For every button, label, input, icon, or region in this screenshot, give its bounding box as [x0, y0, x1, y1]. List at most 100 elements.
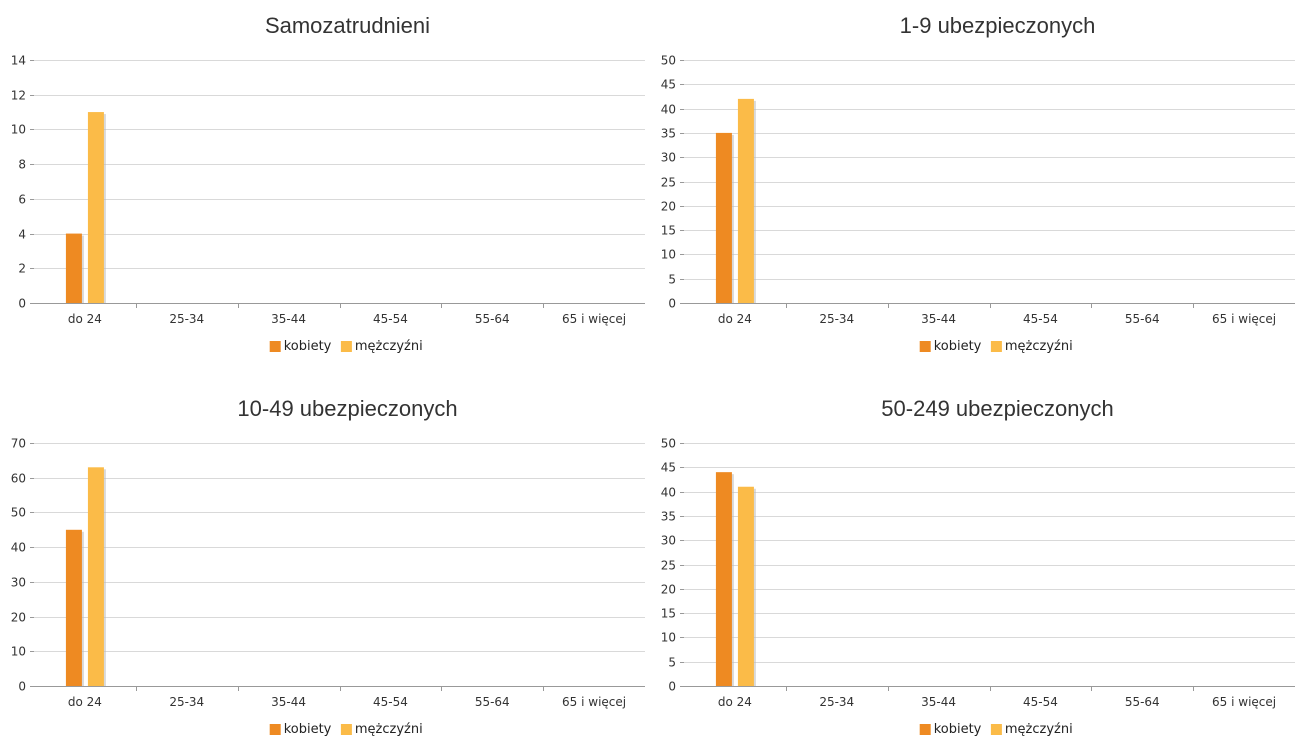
y-tick-label: 14 — [11, 54, 26, 68]
bar-mężczyźni-do-24 — [737, 98, 754, 303]
y-tick-label: 10 — [11, 645, 26, 659]
y-tick-label: 20 — [11, 611, 26, 625]
y-tick-label: 50 — [11, 506, 26, 520]
x-tick-label: 65 i więcej — [562, 312, 626, 326]
y-tick-label: 25 — [661, 559, 676, 573]
x-tick-label: 35-44 — [271, 312, 306, 326]
y-tick-label: 0 — [18, 297, 26, 311]
y-tick-label: 12 — [11, 89, 26, 103]
bar-chart-svg: 50-249 ubezpieczonych 0 5 10 15 20 25 30 35 40 45 5… — [661, 396, 1295, 737]
legend-swatch-kobiety — [919, 341, 931, 352]
y-tick-label: 40 — [661, 486, 676, 500]
x-tick-label: do 24 — [718, 695, 752, 709]
y-tick-label: 60 — [11, 472, 26, 486]
x-tick-label: 55-64 — [1125, 312, 1160, 326]
bar-kobiety-do-24 — [65, 529, 82, 686]
legend-label-kobiety: kobiety — [284, 339, 332, 354]
legend-swatch-mężczyźni — [340, 724, 352, 735]
y-tick-label: 15 — [661, 224, 676, 238]
legend-swatch-kobiety — [269, 724, 281, 735]
x-tick-label: 55-64 — [475, 695, 510, 709]
legend-swatch-mężczyźni — [340, 341, 352, 352]
legend-label-kobiety: kobiety — [934, 339, 982, 354]
x-tick-label: 65 i więcej — [1212, 312, 1276, 326]
y-tick-label: 50 — [661, 437, 676, 451]
legend-swatch-mężczyźni — [990, 341, 1002, 352]
x-tick-label: 25-34 — [819, 312, 854, 326]
bar-kobiety-do-24 — [715, 472, 732, 686]
y-tick-label: 2 — [18, 262, 26, 276]
bar-mężczyźni-do-24 — [87, 112, 104, 303]
bar-kobiety-do-24 — [715, 132, 732, 303]
legend: kobiety mężczyźni — [919, 339, 1073, 354]
legend: kobiety mężczyźni — [269, 722, 423, 737]
legend-swatch-kobiety — [919, 724, 931, 735]
legend-label-mężczyźni: mężczyźni — [355, 339, 423, 354]
y-tick-label: 35 — [661, 510, 676, 524]
y-tick-label: 0 — [668, 680, 676, 694]
y-tick-label: 35 — [661, 127, 676, 141]
chart-panel-50-249: 50-249 ubezpieczonych 0 5 10 15 20 25 30 35 40 45 5… — [650, 383, 1299, 753]
y-tick-label: 45 — [661, 78, 676, 92]
legend-swatch-kobiety — [269, 341, 281, 352]
y-tick-label: 5 — [668, 273, 676, 287]
legend-label-kobiety: kobiety — [934, 722, 982, 737]
y-tick-label: 4 — [18, 228, 26, 242]
legend-label-mężczyźni: mężczyźni — [355, 722, 423, 737]
chart-title: 50-249 ubezpieczonych — [881, 396, 1113, 421]
x-tick-label: 25-34 — [169, 695, 204, 709]
legend: kobiety mężczyźni — [269, 339, 423, 354]
chart-panel-samozatrudnieni: Samozatrudnieni 0 2 4 6 8 10 12 14 do 24 25-34 35-4… — [0, 0, 649, 370]
y-tick-label: 25 — [661, 176, 676, 190]
x-tick-label: 45-54 — [1023, 695, 1058, 709]
legend-label-mężczyźni: mężczyźni — [1005, 339, 1073, 354]
y-tick-label: 40 — [11, 541, 26, 555]
x-tick-label: do 24 — [68, 695, 102, 709]
y-tick-label: 15 — [661, 607, 676, 621]
x-tick-label: 35-44 — [921, 312, 956, 326]
y-tick-label: 40 — [661, 103, 676, 117]
x-tick-label: do 24 — [718, 312, 752, 326]
y-tick-label: 20 — [661, 583, 676, 597]
legend-label-mężczyźni: mężczyźni — [1005, 722, 1073, 737]
y-tick-label: 0 — [18, 680, 26, 694]
y-tick-label: 70 — [11, 437, 26, 451]
chart-panel-10-49: 10-49 ubezpieczonych 0 10 20 30 40 50 60 70 do 24… — [0, 383, 649, 753]
x-tick-label: 45-54 — [373, 312, 408, 326]
y-tick-label: 50 — [661, 54, 676, 68]
x-tick-label: 25-34 — [169, 312, 204, 326]
x-tick-label: 55-64 — [1125, 695, 1160, 709]
bar-mężczyźni-do-24 — [87, 467, 104, 686]
y-tick-label: 6 — [18, 193, 26, 207]
y-tick-label: 10 — [11, 123, 26, 137]
bar-kobiety-do-24 — [65, 233, 82, 303]
y-tick-label: 30 — [11, 576, 26, 590]
chart-title: Samozatrudnieni — [265, 13, 430, 38]
y-tick-label: 8 — [18, 158, 26, 172]
x-tick-label: 65 i więcej — [562, 695, 626, 709]
x-tick-label: 25-34 — [819, 695, 854, 709]
legend-swatch-mężczyźni — [990, 724, 1002, 735]
y-tick-label: 0 — [668, 297, 676, 311]
x-tick-label: 45-54 — [1023, 312, 1058, 326]
bar-chart-svg: Samozatrudnieni 0 2 4 6 8 10 12 14 do 24 25-34 35-4… — [11, 13, 645, 354]
bar-mężczyźni-do-24 — [737, 486, 754, 686]
x-tick-label: do 24 — [68, 312, 102, 326]
y-tick-label: 20 — [661, 200, 676, 214]
y-tick-label: 45 — [661, 461, 676, 475]
chart-title: 10-49 ubezpieczonych — [237, 396, 457, 421]
x-tick-label: 35-44 — [921, 695, 956, 709]
x-tick-label: 35-44 — [271, 695, 306, 709]
x-tick-label: 55-64 — [475, 312, 510, 326]
x-tick-label: 65 i więcej — [1212, 695, 1276, 709]
y-tick-label: 30 — [661, 151, 676, 165]
bar-chart-svg: 10-49 ubezpieczonych 0 10 20 30 40 50 60 70 do 24… — [11, 396, 645, 737]
chart-panel-1-9: 1-9 ubezpieczonych 0 5 10 15 20 25 30 35 40 45 50 do… — [650, 0, 1299, 370]
x-tick-label: 45-54 — [373, 695, 408, 709]
bar-chart-svg: 1-9 ubezpieczonych 0 5 10 15 20 25 30 35 40 45 50 do… — [661, 13, 1295, 354]
y-tick-label: 10 — [661, 631, 676, 645]
legend-label-kobiety: kobiety — [284, 722, 332, 737]
chart-title: 1-9 ubezpieczonych — [900, 13, 1096, 38]
legend: kobiety mężczyźni — [919, 722, 1073, 737]
y-tick-label: 30 — [661, 534, 676, 548]
